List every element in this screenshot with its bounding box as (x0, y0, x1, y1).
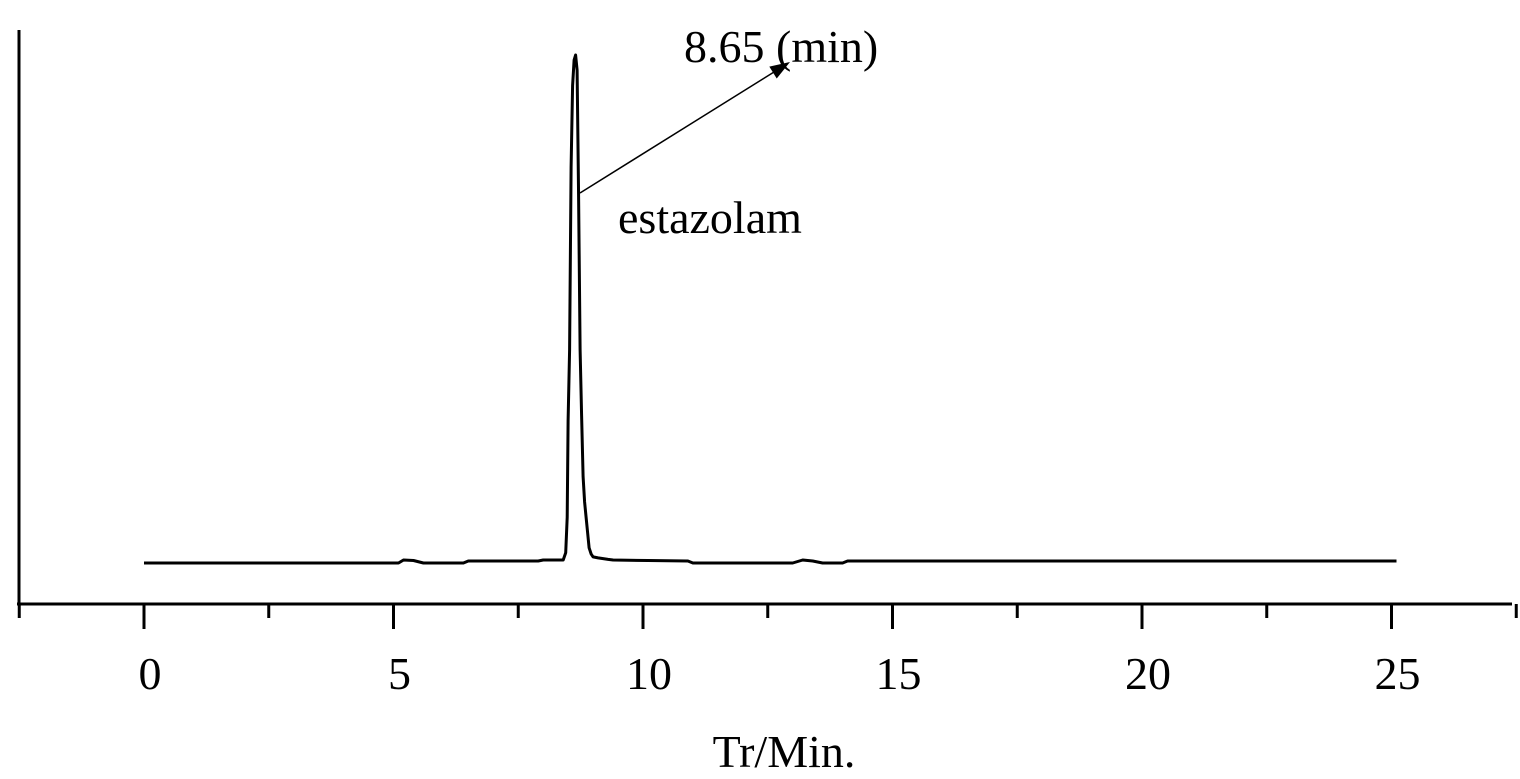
x-tick-label: 0 (139, 648, 162, 699)
x-tick-label: 15 (876, 648, 922, 699)
peak-annotation-arrow (579, 68, 779, 194)
peak-name-label: estazolam (618, 192, 802, 243)
x-tick-label: 5 (388, 648, 411, 699)
x-tick-label: 25 (1375, 648, 1421, 699)
x-axis-title: Tr/Min. (713, 726, 856, 777)
x-axis-tick-labels: 0 5 10 15 20 25 (139, 648, 1421, 699)
peak-annotation-arrowhead (769, 62, 790, 79)
x-axis-ticks (17, 604, 1518, 629)
x-tick-label: 20 (1125, 648, 1171, 699)
x-tick-label: 10 (626, 648, 672, 699)
chromatogram-trace (144, 53, 1397, 565)
peak-time-label: 8.65 (min) (684, 21, 878, 72)
